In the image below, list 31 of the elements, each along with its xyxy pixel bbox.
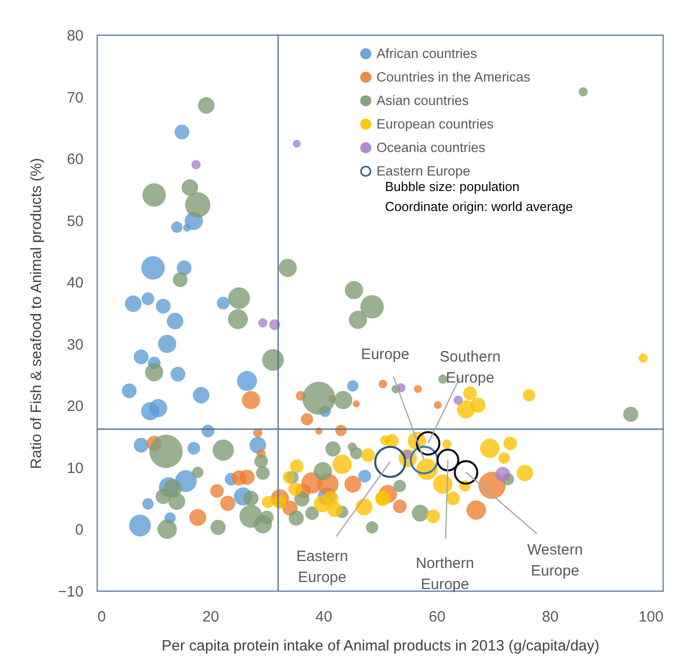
- legend-label: Eastern Europe: [376, 163, 470, 178]
- x-tick-label: 20: [202, 608, 220, 626]
- annotation: Eastern Europe: [296, 548, 348, 586]
- legend-label: Asian countries: [376, 92, 470, 108]
- x-tick-label: 60: [428, 608, 446, 626]
- annotation: Northern Europe: [416, 555, 474, 594]
- y-tick-label: 70: [66, 89, 84, 106]
- legend-label: Countries in the Americas: [376, 69, 531, 84]
- y-tick-label: 60: [66, 151, 84, 168]
- x-tick-label: 0: [98, 608, 106, 626]
- annotation: Coordinate origin: world average: [385, 199, 573, 214]
- x-tick-label: 100: [638, 608, 664, 626]
- y-tick-label: −10: [58, 584, 84, 600]
- y-tick-label: 10: [66, 460, 84, 477]
- y-tick-label: 30: [66, 336, 84, 354]
- annotation: Southern Europe: [440, 348, 501, 386]
- annotation: Europe: [360, 346, 410, 364]
- legend-label: Oceania countries: [376, 140, 486, 155]
- y-tick-label: 50: [66, 212, 84, 230]
- x-tick-label: 40: [316, 608, 332, 626]
- annotation: Western Europe: [527, 541, 583, 580]
- annotation: Bubble size: population: [385, 179, 520, 194]
- legend-label: European countries: [376, 116, 494, 132]
- x-tick-label: 80: [542, 608, 559, 626]
- y-axis-title: Ratio of Fish & seafood to Animal products (%): [28, 158, 46, 469]
- legend-label: African countries: [376, 46, 478, 61]
- x-axis-title: Per capita protein intake of Animal products in 2013 (g/capita/day): [162, 638, 600, 654]
- y-tick-label: 20: [66, 398, 84, 416]
- y-tick-label: 80: [66, 28, 84, 44]
- y-tick-label: 40: [66, 274, 84, 292]
- y-tick-label: 0: [75, 522, 84, 539]
